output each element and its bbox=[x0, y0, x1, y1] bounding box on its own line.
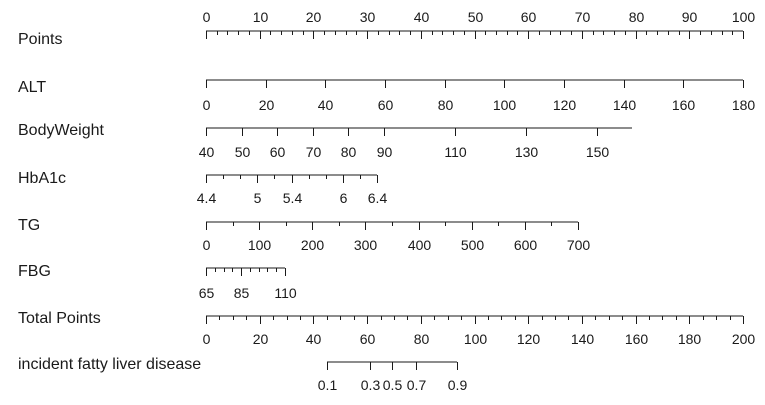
tick-label-total: 100 bbox=[464, 331, 488, 347]
tick-label-tg: 200 bbox=[301, 237, 325, 253]
tick-label-points: 40 bbox=[414, 9, 430, 25]
tick-label-bodyweight: 50 bbox=[235, 144, 251, 160]
row-label-total: Total Points bbox=[18, 310, 101, 327]
tick-label-total: 80 bbox=[414, 331, 430, 347]
tick-label-tg: 400 bbox=[408, 237, 432, 253]
tick-label-bodyweight: 130 bbox=[515, 144, 539, 160]
tick-label-points: 50 bbox=[468, 9, 484, 25]
row-label-bodyweight: BodyWeight bbox=[18, 122, 105, 139]
tick-label-alt: 0 bbox=[203, 97, 211, 113]
tick-label-tg: 700 bbox=[567, 237, 591, 253]
tick-label-points: 90 bbox=[682, 9, 698, 25]
tick-label-alt: 100 bbox=[493, 97, 517, 113]
tick-label-tg: 0 bbox=[203, 237, 211, 253]
tick-label-total: 20 bbox=[253, 331, 269, 347]
row-label-risk: incident fatty liver disease bbox=[18, 356, 201, 373]
tick-label-tg: 300 bbox=[354, 237, 378, 253]
tick-label-tg: 600 bbox=[514, 237, 538, 253]
row-label-alt: ALT bbox=[18, 79, 46, 96]
tick-label-alt: 60 bbox=[378, 97, 394, 113]
tick-label-hba1c: 6.4 bbox=[368, 190, 388, 206]
tick-label-risk: 0.3 bbox=[361, 377, 381, 393]
tick-label-risk: 0.9 bbox=[448, 377, 468, 393]
tick-label-points: 30 bbox=[360, 9, 376, 25]
tick-label-points: 100 bbox=[732, 9, 756, 25]
tick-label-points: 80 bbox=[629, 9, 645, 25]
tick-label-hba1c: 6 bbox=[340, 190, 348, 206]
tick-label-risk: 0.1 bbox=[318, 377, 338, 393]
tick-label-total: 120 bbox=[517, 331, 541, 347]
tick-label-bodyweight: 60 bbox=[270, 144, 286, 160]
tick-label-points: 70 bbox=[575, 9, 591, 25]
tick-label-bodyweight: 70 bbox=[306, 144, 322, 160]
tick-label-hba1c: 4.4 bbox=[197, 190, 217, 206]
tick-label-bodyweight: 150 bbox=[586, 144, 610, 160]
tick-label-total: 200 bbox=[732, 331, 756, 347]
tick-label-alt: 140 bbox=[613, 97, 637, 113]
tick-label-total: 180 bbox=[678, 331, 702, 347]
tick-label-total: 160 bbox=[625, 331, 649, 347]
tick-label-fbg: 110 bbox=[274, 285, 297, 301]
tick-label-total: 0 bbox=[203, 331, 211, 347]
tick-label-alt: 120 bbox=[553, 97, 577, 113]
tick-label-alt: 180 bbox=[732, 97, 756, 113]
tick-label-alt: 160 bbox=[672, 97, 696, 113]
tick-label-points: 0 bbox=[203, 9, 211, 25]
tick-label-alt: 80 bbox=[438, 97, 454, 113]
tick-label-hba1c: 5.4 bbox=[283, 190, 303, 206]
tick-label-bodyweight: 40 bbox=[199, 144, 215, 160]
tick-label-total: 140 bbox=[571, 331, 595, 347]
tick-label-alt: 40 bbox=[318, 97, 334, 113]
tick-label-bodyweight: 110 bbox=[444, 144, 467, 160]
tick-label-total: 60 bbox=[360, 331, 376, 347]
tick-label-total: 40 bbox=[306, 331, 322, 347]
tick-label-fbg: 65 bbox=[199, 285, 215, 301]
row-label-hba1c: HbA1c bbox=[18, 170, 66, 187]
tick-label-alt: 20 bbox=[259, 97, 275, 113]
row-label-fbg: FBG bbox=[18, 263, 51, 280]
tick-label-points: 60 bbox=[521, 9, 537, 25]
row-label-tg: TG bbox=[18, 217, 40, 234]
tick-label-risk: 0.7 bbox=[407, 377, 427, 393]
tick-label-risk: 0.5 bbox=[383, 377, 403, 393]
tick-label-tg: 500 bbox=[461, 237, 485, 253]
row-label-points: Points bbox=[18, 31, 62, 48]
tick-label-tg: 100 bbox=[248, 237, 272, 253]
tick-label-points: 10 bbox=[253, 9, 269, 25]
tick-label-bodyweight: 80 bbox=[341, 144, 357, 160]
tick-label-fbg: 85 bbox=[234, 285, 250, 301]
tick-label-points: 20 bbox=[306, 9, 322, 25]
tick-label-hba1c: 5 bbox=[254, 190, 262, 206]
tick-label-bodyweight: 90 bbox=[377, 144, 393, 160]
